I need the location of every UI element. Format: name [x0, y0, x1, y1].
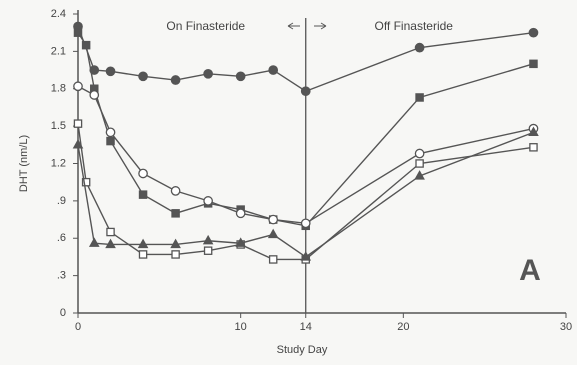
marker [203, 246, 213, 255]
y-tick-label: .6 [57, 232, 66, 244]
marker [203, 196, 213, 206]
marker [105, 127, 116, 138]
marker [171, 250, 180, 259]
y-tick-label: .9 [57, 195, 66, 207]
marker [528, 27, 539, 38]
marker [137, 238, 149, 249]
marker [268, 255, 278, 264]
marker [105, 238, 116, 249]
marker [529, 143, 538, 152]
marker [414, 148, 425, 159]
marker [138, 168, 148, 179]
marker [73, 28, 83, 37]
marker [528, 126, 539, 137]
y-tick-label: 1.8 [51, 83, 66, 95]
marker [88, 237, 100, 247]
series-line [77, 32, 534, 227]
y-tick-label: .3 [57, 270, 66, 282]
marker [89, 90, 100, 100]
marker [529, 59, 538, 69]
x-tick-label: 30 [560, 321, 572, 333]
x-tick-label: 0 [75, 321, 81, 333]
marker [267, 228, 279, 239]
marker [268, 214, 279, 225]
x-tick-label: 10 [235, 321, 247, 333]
marker [73, 119, 83, 128]
marker [138, 250, 148, 259]
annotation: Off Finasteride [374, 19, 453, 33]
marker [300, 218, 311, 229]
y-axis-label: DHT (nm/L) [18, 135, 30, 192]
marker [415, 93, 424, 102]
marker [105, 66, 116, 77]
y-tick-label: 2.1 [51, 45, 66, 57]
marker [414, 42, 425, 53]
marker [106, 227, 115, 237]
marker [300, 86, 311, 97]
marker [170, 75, 181, 85]
marker [73, 81, 83, 92]
marker [235, 208, 246, 219]
marker [170, 238, 181, 249]
marker [89, 65, 100, 75]
marker [81, 177, 91, 187]
marker [72, 138, 84, 149]
marker [170, 186, 181, 196]
x-tick-label: 14 [300, 321, 312, 333]
marker [81, 40, 91, 50]
arrow [287, 22, 327, 30]
marker [138, 190, 148, 199]
panel-label: A [519, 254, 541, 287]
y-tick-label: 1.2 [51, 157, 66, 169]
marker [203, 68, 213, 79]
marker [235, 237, 246, 247]
y-tick-label: 0 [60, 307, 66, 319]
y-tick-label: 2.4 [51, 8, 66, 20]
marker [414, 170, 425, 180]
y-tick-label: 1.5 [51, 120, 66, 132]
x-axis-label: Study Day [277, 344, 328, 356]
annotation: On Finasteride [166, 19, 245, 33]
marker [202, 234, 214, 245]
marker [268, 65, 279, 75]
marker [235, 71, 246, 82]
marker [415, 159, 424, 168]
marker [106, 136, 115, 146]
marker [138, 71, 148, 82]
x-tick-label: 20 [397, 321, 409, 333]
marker [171, 209, 180, 218]
marker [300, 251, 312, 261]
